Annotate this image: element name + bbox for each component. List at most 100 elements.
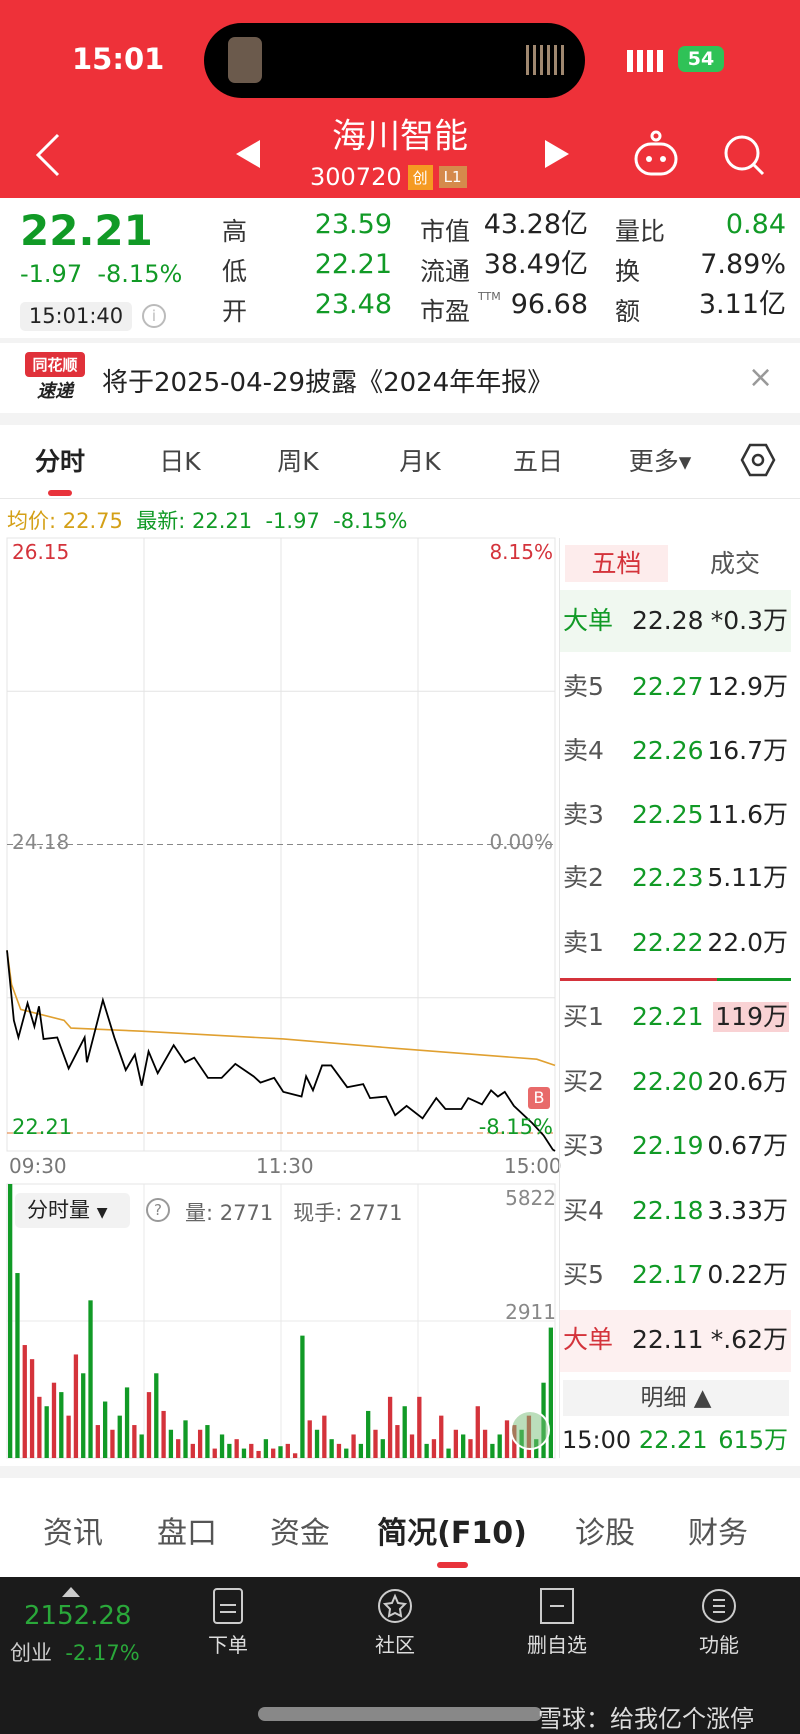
trade-row: 15:00 22.21 [562,1425,708,1455]
book-price: 22.27 [632,672,704,701]
back-icon[interactable] [34,133,62,177]
volume-bar [263,1439,269,1458]
book-volume: 16.7万 [707,736,788,765]
volume-bar [124,1387,130,1458]
tab-1[interactable]: 日K [159,447,201,476]
volume-bar [417,1396,422,1458]
book-price: 22.11 [632,1325,704,1354]
expand-icon[interactable] [62,1587,80,1597]
latest-pct: -8.15% [333,509,408,533]
volume-bar [402,1406,407,1458]
info-icon[interactable]: i [142,304,166,328]
quote-time: 15:01:40 [20,302,132,331]
bottom-tab-1[interactable]: 盘口 [157,1516,217,1551]
volume-bar [373,1429,378,1458]
book-volume: 12.9万 [707,672,788,701]
detail-button[interactable]: 明细 ▲ [563,1380,789,1416]
quote-value: 3.11亿 [698,289,786,320]
quote-label: 市盈 [420,297,471,326]
buy-marker[interactable]: B [528,1087,550,1109]
close-icon[interactable]: × [748,360,774,395]
tab-indicator [48,490,72,496]
volume-bar [205,1425,210,1458]
bottom-tab-2[interactable]: 资金 [270,1516,330,1551]
dock-item-0[interactable]: 下单 [188,1587,268,1658]
intraday-chart[interactable] [0,530,560,1465]
book-label: 大单 [563,606,614,635]
bottom-tab-5[interactable]: 财务 [688,1516,748,1551]
volume-bar [446,1448,451,1458]
help-icon[interactable]: ? [146,1198,170,1222]
dock-label: 功能 [699,1633,739,1657]
quote-value: 96.68 [510,289,588,320]
battery-icon: 54 [678,46,724,72]
volume-bar [351,1434,356,1458]
quote-label: 高 [222,217,248,246]
volume-bar [241,1448,247,1458]
trade-time: 15:00 [562,1426,632,1454]
book-price: 22.17 [632,1260,704,1289]
volume-selector[interactable]: 分时量 ▼ [15,1193,130,1228]
latest-change: -1.97 [265,509,320,533]
volume-value: 量: 2771 现手: 2771 [185,1197,402,1227]
quote-label: 流通 [420,257,471,286]
book-price: 22.19 [632,1131,704,1160]
volume-bar [366,1410,371,1458]
next-stock-icon[interactable] [543,140,569,168]
tab-3[interactable]: 月K [399,447,441,476]
bottom-tab-4[interactable]: 诊股 [575,1516,635,1551]
market-badge: 创 [407,164,433,190]
volume-selector-label: 分时量 [27,1198,90,1222]
volume-bar [110,1429,115,1458]
book-volume: 5.11万 [707,863,788,892]
index-value[interactable]: 2152.28 [24,1601,132,1631]
volume-bar [453,1429,459,1458]
settings-icon[interactable] [740,442,776,478]
book-price: 22.25 [632,800,704,829]
x-tick: 11:30 [256,1154,314,1178]
dock-item-1[interactable]: 社区 [355,1587,435,1658]
quote-value: 22.21 [314,249,392,280]
change-value: -1.97 [20,260,83,288]
bottom-tab-0[interactable]: 资讯 [43,1516,103,1551]
tab-4[interactable]: 五日 [512,447,564,476]
x-tick: 15:00 [504,1154,562,1178]
volume-bar [409,1434,415,1458]
tab-0[interactable]: 分时 [34,447,86,476]
index-name: 创业 [10,1641,52,1665]
book-volume: 20.6万 [707,1067,788,1096]
volume-bar [88,1300,93,1458]
menu-icon [702,1589,736,1623]
dropdown-icon: ▼ [96,1205,108,1221]
volume-bar [44,1406,49,1458]
index-change: 创业 -2.17% [10,1637,140,1667]
tab-five-level[interactable]: 五档 [565,545,668,582]
big-order-row-bg [560,1310,791,1372]
ask-ratio-bar [560,978,717,981]
quote-label: 市值 [420,217,471,246]
tab-2[interactable]: 周K [277,447,319,476]
search-icon[interactable] [722,133,766,177]
bottom-tab-3[interactable]: 简况(F10) [377,1516,527,1551]
book-price: 22.26 [632,736,704,765]
divider [0,498,800,499]
volume-bar [314,1429,320,1458]
banner-text[interactable]: 将于2025-04-29披露《2024年年报》 [102,368,554,398]
tab-5[interactable]: 更多▾ [628,447,692,476]
avatar [228,37,262,83]
home-indicator[interactable] [258,1707,542,1721]
fullscreen-icon[interactable] [510,1410,550,1450]
status-time: 15:01 [72,42,165,76]
bid-ratio-bar [717,978,791,981]
tab-trades[interactable]: 成交 [709,549,760,578]
volume-bar [51,1382,57,1458]
volume-bar [102,1401,108,1458]
divider [0,338,800,343]
book-label: 买1 [563,1002,604,1031]
prev-stock-icon[interactable] [236,140,262,168]
volume-bar [8,1184,13,1458]
volume-bar [154,1373,159,1458]
dock-item-3[interactable]: 功能 [679,1587,759,1658]
robot-icon[interactable] [632,130,680,178]
dock-item-2[interactable]: 删自选 [517,1587,597,1658]
